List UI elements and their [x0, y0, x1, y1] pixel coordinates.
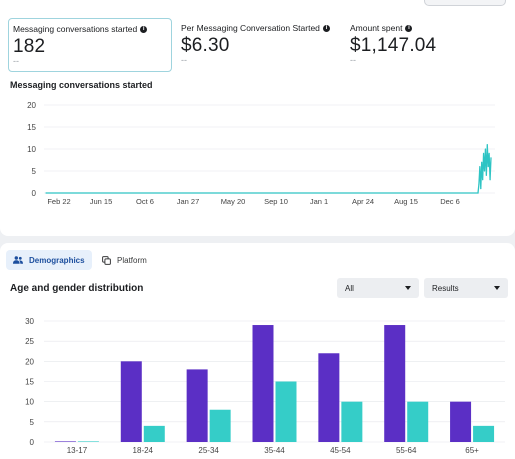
- chevron-down-icon: [405, 286, 411, 290]
- metric-value: $6.30: [181, 35, 230, 56]
- x-tick-label: Oct 6: [136, 197, 154, 206]
- bar: [341, 401, 363, 442]
- bar: [252, 325, 274, 442]
- x-tick-label: Sep 10: [264, 197, 288, 206]
- y-tick-label: 15: [25, 378, 34, 387]
- x-tick-label: Dec 6: [440, 197, 460, 206]
- x-tick-label: May 20: [221, 197, 246, 206]
- metric-amount-spent[interactable]: Amount spent i $1,147.04 --: [346, 18, 506, 72]
- line-chart: 0 5 10 15 20 Feb 22 Jun 15 Oct 6 Jan 27 May 20 Sep…: [27, 101, 495, 206]
- data-point: [479, 166, 481, 168]
- bar: [77, 441, 99, 442]
- bar: [54, 441, 76, 442]
- line-chart-title: Messaging conversations started: [10, 80, 153, 90]
- copy-icon: [102, 255, 111, 265]
- tab-label: Platform: [117, 255, 147, 265]
- metric-value: 182: [13, 36, 46, 57]
- bar: [120, 361, 142, 442]
- x-tick-label: Jun 15: [90, 197, 113, 206]
- x-tick-label: 13-17: [67, 446, 88, 455]
- top-toolbar-button[interactable]: [424, 0, 506, 6]
- metric-comparison: --: [350, 55, 356, 65]
- x-tick-label: 65+: [465, 446, 479, 455]
- metric-label: Per Messaging Conversation Started: [181, 23, 320, 33]
- data-point: [484, 148, 487, 150]
- bar: [407, 401, 429, 442]
- bar: [209, 409, 231, 442]
- metric-label: Amount spent: [350, 23, 403, 33]
- bar: [384, 325, 406, 442]
- tab-demographics[interactable]: Demographics: [6, 250, 92, 270]
- x-tick-label: Aug 15: [394, 197, 418, 206]
- data-point: [487, 166, 489, 168]
- info-icon[interactable]: i: [405, 24, 413, 32]
- x-tick-label: 35-44: [264, 446, 285, 455]
- data-point: [478, 183, 480, 185]
- metric-comparison: --: [13, 56, 19, 66]
- data-point: [489, 179, 491, 181]
- bar: [143, 425, 165, 442]
- data-point: [481, 161, 483, 163]
- data-point: [482, 179, 484, 181]
- x-tick-label: Jan 27: [177, 197, 200, 206]
- people-icon: [13, 256, 23, 264]
- y-tick-label: 20: [25, 357, 34, 366]
- data-point: [482, 152, 485, 154]
- bar-chart: 0 5 10 15 20 25 30 13-17 18-24 25-34 35-44 45-54 55-…: [25, 317, 505, 455]
- y-tick-label: 5: [32, 167, 37, 176]
- data-point: [480, 188, 482, 190]
- x-tick-label: Jan 1: [310, 197, 328, 206]
- x-tick-label: Apr 24: [352, 197, 374, 206]
- data-point: [477, 192, 479, 194]
- metric-conversations-started[interactable]: Messaging conversations started i 182 --: [8, 18, 172, 72]
- data-point: [483, 170, 486, 172]
- data-point: [485, 174, 487, 176]
- y-tick-label: 5: [30, 418, 35, 427]
- x-tick-label: 25-34: [198, 446, 219, 455]
- y-tick-label: 25: [25, 337, 34, 346]
- data-point: [490, 157, 492, 159]
- metric-comparison: --: [181, 55, 187, 65]
- y-tick-label: 0: [30, 438, 35, 447]
- bar: [473, 425, 495, 442]
- data-point: [488, 152, 490, 154]
- bar: [318, 353, 340, 442]
- metric-label: Messaging conversations started: [13, 24, 138, 34]
- x-tick-label: Feb 22: [47, 197, 70, 206]
- x-tick-label: 55-64: [396, 446, 417, 455]
- y-tick-label: 15: [27, 123, 36, 132]
- metric-filter-dropdown[interactable]: Results: [424, 278, 508, 298]
- bar: [186, 369, 208, 442]
- bar: [275, 381, 297, 442]
- data-point: [486, 144, 488, 146]
- y-tick-label: 20: [27, 101, 36, 110]
- metric-value: $1,147.04: [350, 35, 437, 56]
- tab-platform[interactable]: Platform: [95, 250, 154, 270]
- y-tick-label: 10: [25, 398, 34, 407]
- metric-cost-per-conversation[interactable]: Per Messaging Conversation Started i $6.…: [177, 18, 342, 72]
- y-tick-label: 30: [25, 317, 34, 326]
- dropdown-value: Results: [432, 283, 459, 293]
- x-tick-label: 45-54: [330, 446, 351, 455]
- performance-card: Messaging conversations started i 182 --…: [0, 0, 515, 236]
- gender-filter-dropdown[interactable]: All: [337, 278, 419, 298]
- info-icon[interactable]: i: [140, 25, 148, 33]
- x-tick-label: 18-24: [133, 446, 154, 455]
- y-tick-label: 0: [32, 189, 37, 198]
- dropdown-value: All: [345, 283, 354, 293]
- series-line: [46, 144, 492, 194]
- info-icon[interactable]: i: [322, 24, 330, 32]
- chevron-down-icon: [494, 286, 500, 290]
- y-tick-label: 10: [27, 145, 36, 154]
- bar: [450, 401, 472, 442]
- data-point: [45, 192, 47, 194]
- demographics-title: Age and gender distribution: [10, 283, 144, 294]
- tab-label: Demographics: [29, 255, 85, 265]
